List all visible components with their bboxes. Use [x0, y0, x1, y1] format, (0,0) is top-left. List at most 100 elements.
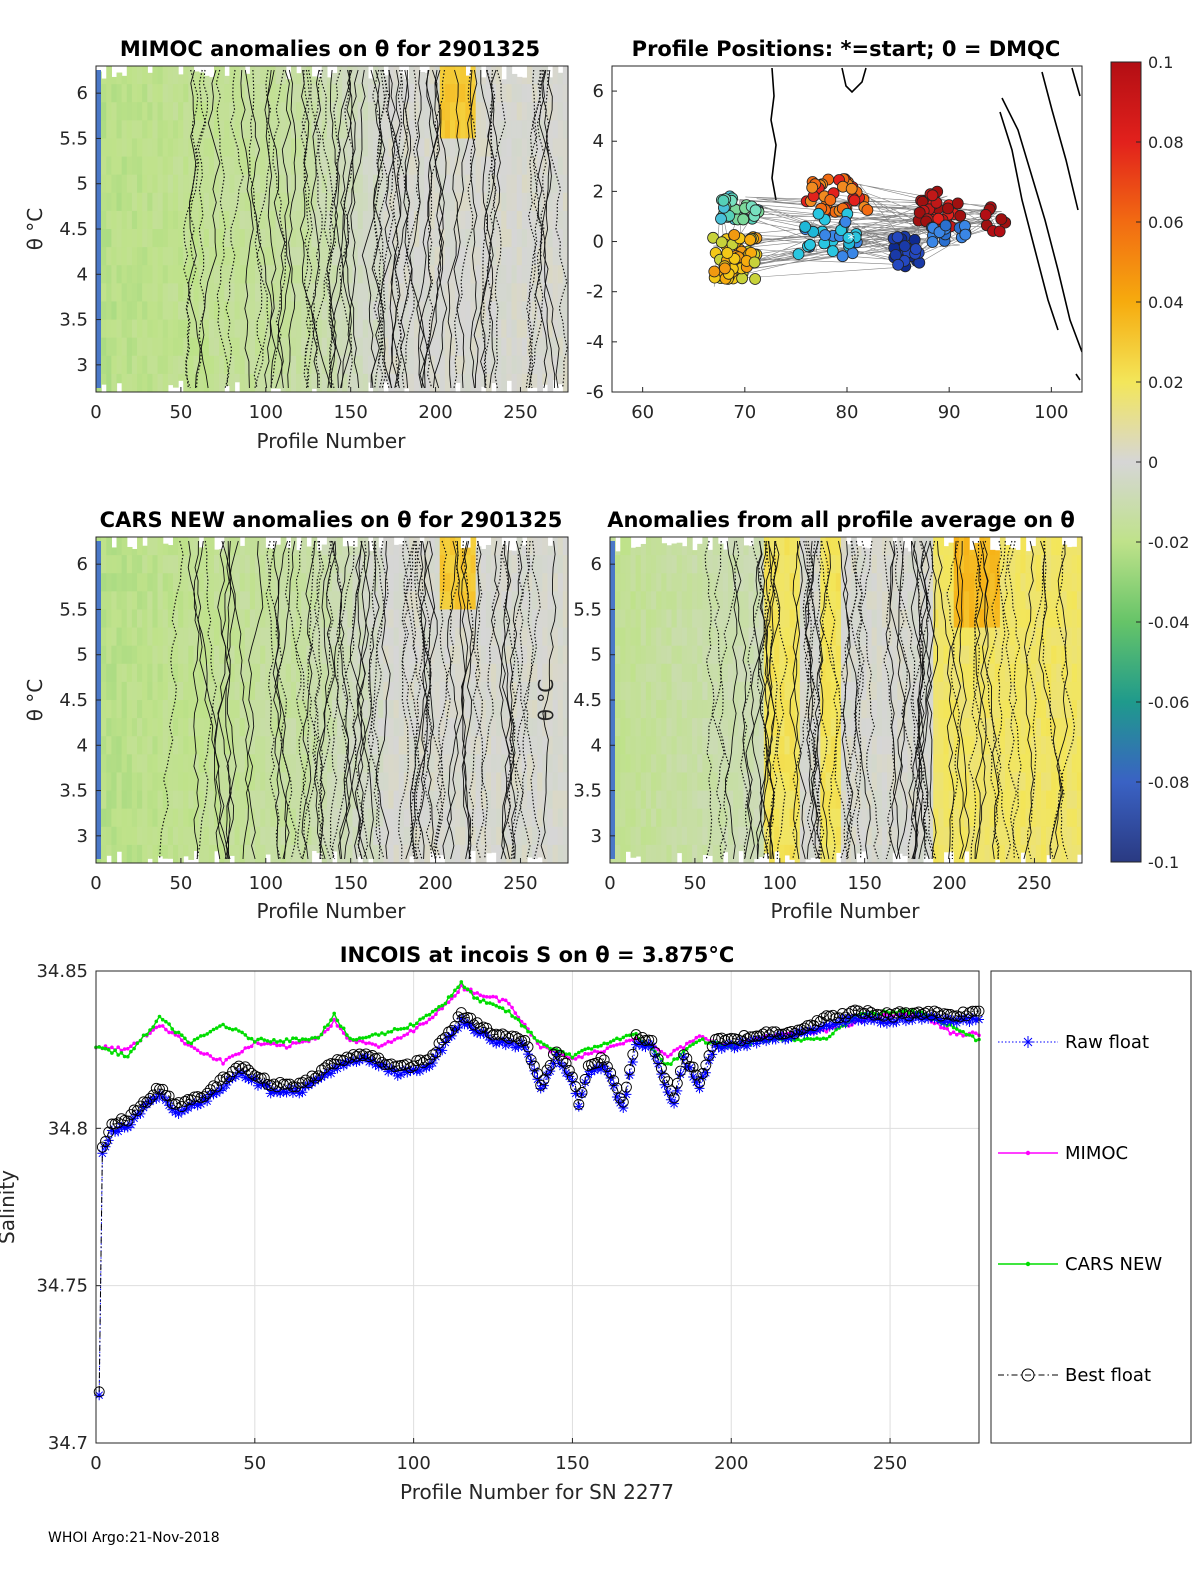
field-cell [532, 283, 538, 303]
field-cell [861, 772, 868, 792]
field-cell [455, 736, 461, 755]
field-cell [111, 265, 118, 284]
field-cell [692, 700, 698, 719]
field-cell [846, 573, 852, 592]
field-cell [491, 772, 497, 792]
field-cell [794, 645, 801, 665]
field-cell [342, 319, 348, 339]
field-cell [547, 844, 554, 863]
field-cell [892, 591, 898, 611]
field-cell [332, 373, 338, 392]
field-cell [301, 754, 307, 774]
field-cell [101, 192, 107, 212]
field-cell [188, 736, 195, 755]
field-cell [630, 609, 637, 629]
field-cell [326, 77, 333, 85]
field-cell [871, 537, 878, 556]
contour-line [442, 540, 469, 860]
field-cell [342, 355, 348, 375]
field-cell [306, 373, 313, 392]
field-cell [373, 537, 379, 556]
field-cell [373, 84, 379, 103]
field-cell [188, 718, 195, 737]
field-cell [234, 283, 241, 303]
field-cell [172, 120, 179, 140]
coastline-segment [841, 67, 867, 94]
field-cell [460, 265, 466, 284]
field-cell [296, 229, 302, 248]
field-cell [178, 265, 184, 284]
field-cell [825, 700, 832, 719]
field-cell [620, 537, 626, 556]
x-tick-label: 0 [90, 402, 101, 423]
field-cell [830, 663, 837, 683]
field-cell [101, 663, 107, 683]
x-tick-label: 60 [631, 402, 654, 423]
field-cell [373, 681, 379, 701]
field-cell [697, 645, 703, 665]
field-cell [137, 229, 143, 248]
field-cell [656, 790, 662, 810]
field-cell [717, 663, 724, 683]
contour-line [196, 540, 217, 860]
field-cell [208, 826, 215, 846]
field-cell [203, 718, 210, 737]
field-cell [557, 373, 564, 385]
field-cell [131, 663, 138, 683]
field-cell [388, 319, 395, 339]
field-cell [552, 826, 559, 846]
field-cell [496, 790, 502, 810]
field-cell [270, 826, 277, 846]
field-cell [856, 754, 862, 774]
field-cell [651, 609, 657, 629]
field-cell [116, 645, 123, 665]
field-cell [347, 826, 354, 846]
field-cell [815, 537, 821, 556]
field-cell [866, 645, 873, 665]
field-cell [743, 645, 750, 665]
field-cell [645, 681, 652, 701]
field-cell [562, 591, 568, 611]
field-cell [707, 663, 714, 683]
field-cell [393, 754, 400, 774]
field-cell [537, 627, 543, 647]
field-cell [728, 718, 734, 737]
field-cell [198, 555, 205, 574]
field-cell [260, 700, 266, 719]
field-cell [620, 700, 626, 719]
field-cell [203, 373, 210, 392]
field-cell [203, 555, 210, 574]
field-cell [147, 537, 154, 556]
field-cell [671, 645, 678, 665]
field-cell [352, 337, 359, 357]
field-cell [429, 555, 436, 574]
contour-line [416, 540, 444, 860]
field-cell [521, 355, 528, 375]
field-cell [532, 192, 538, 212]
field-cell [779, 826, 786, 846]
field-cell [121, 736, 128, 755]
field-cell [439, 754, 446, 774]
field-cell [439, 718, 446, 737]
field-cell [106, 102, 112, 121]
field-cell [121, 718, 128, 737]
contour-line [371, 69, 387, 389]
field-cell [465, 138, 472, 158]
field-cell [357, 192, 364, 212]
field-cell [455, 790, 461, 810]
field-cell [532, 609, 538, 629]
field-cell [856, 681, 862, 701]
field-cell [229, 283, 236, 303]
field-cell [403, 102, 410, 121]
field-cell [142, 210, 148, 230]
field-cell [198, 120, 205, 140]
field-cell [722, 663, 729, 683]
field-cell [106, 229, 112, 248]
field-cell [332, 718, 338, 737]
field-cell [887, 736, 893, 755]
field-cell [615, 790, 621, 810]
field-cell [378, 337, 384, 357]
field-cell [373, 754, 379, 774]
field-cell [429, 138, 436, 158]
field-cell [866, 754, 873, 774]
